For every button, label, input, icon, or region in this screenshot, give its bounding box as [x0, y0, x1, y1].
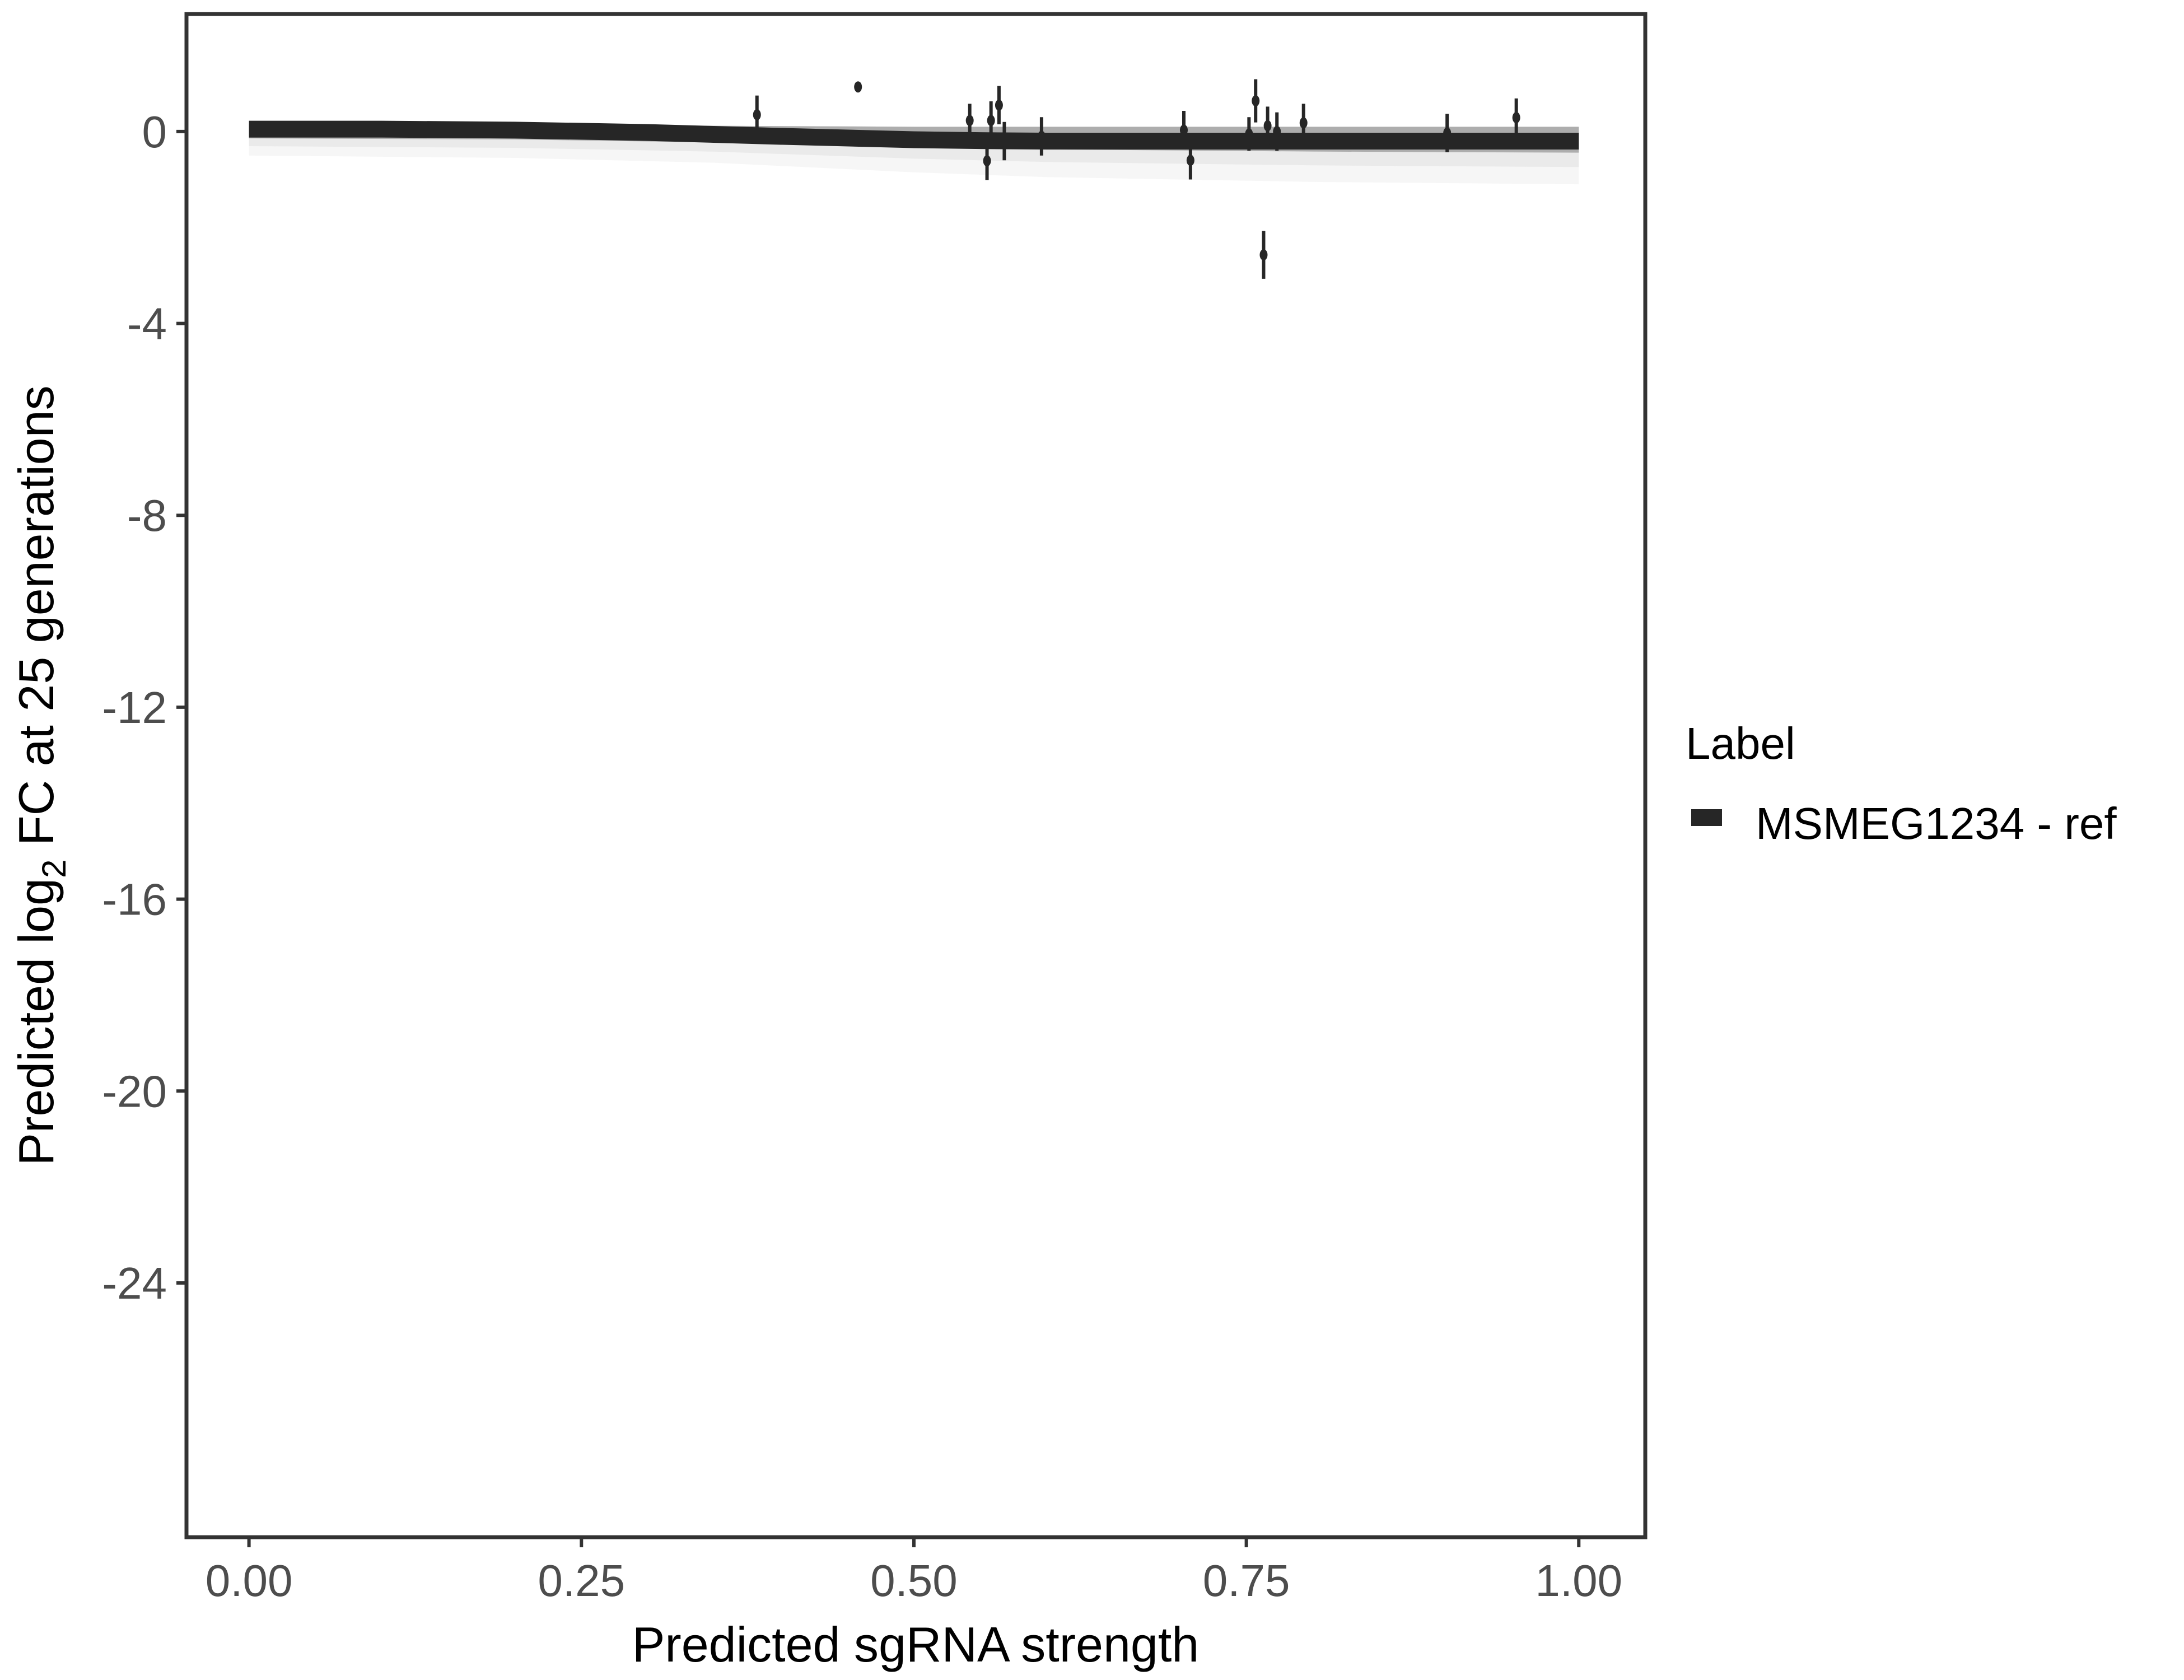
- legend-label: MSMEG1234 - ref: [1756, 799, 2117, 848]
- x-tick-label: 0.25: [538, 1556, 625, 1606]
- point-marker: [1000, 136, 1009, 147]
- x-axis-title: Predicted sgRNA strength: [632, 1617, 1200, 1672]
- fit-line: [249, 120, 1579, 150]
- point-marker: [1299, 117, 1308, 129]
- data-point: [1443, 114, 1452, 152]
- point-marker: [1512, 112, 1520, 124]
- fit-line-layer: [249, 120, 1579, 150]
- data-point: [1252, 79, 1260, 123]
- point-marker: [995, 99, 1003, 111]
- data-point: [753, 95, 761, 134]
- x-tick-label: 0.50: [870, 1556, 958, 1606]
- point-marker: [1245, 128, 1253, 140]
- legend-key: [1691, 809, 1722, 826]
- y-axis-title: Predicted log2 FC at 25 generations: [8, 385, 73, 1165]
- data-point: [965, 104, 974, 138]
- point-marker: [1273, 125, 1281, 137]
- point-marker: [1186, 155, 1194, 166]
- data-point: [1245, 117, 1253, 151]
- x-tick-label: 0.00: [206, 1556, 293, 1606]
- data-point: [1037, 117, 1046, 156]
- y-tick-label: -8: [127, 491, 167, 540]
- data-point: [1000, 122, 1009, 161]
- point-marker: [1252, 95, 1260, 107]
- data-point: [1263, 106, 1272, 145]
- y-axis: 0 -4 -8 -12 -16 -20 -24: [102, 107, 186, 1308]
- point-marker: [1259, 249, 1268, 261]
- data-point: [1512, 98, 1520, 137]
- y-tick-label: -20: [102, 1066, 167, 1116]
- point-marker: [987, 115, 995, 127]
- data-point: [983, 141, 991, 180]
- y-tick-label: -12: [102, 683, 167, 732]
- point-marker: [983, 155, 991, 167]
- points-layer: [753, 79, 1520, 279]
- x-axis: 0.00 0.25 0.50 0.75 1.00: [206, 1537, 1622, 1606]
- data-point: [987, 101, 995, 140]
- data-point: [1299, 104, 1308, 142]
- point-marker: [1263, 120, 1272, 132]
- y-tick-label: -16: [102, 875, 167, 925]
- x-tick-label: 0.75: [1203, 1556, 1290, 1606]
- panel-border: [184, 12, 1648, 1539]
- data-point: [1179, 111, 1188, 150]
- point-marker: [1443, 127, 1452, 139]
- data-point: [854, 81, 862, 93]
- y-tick-label: -24: [102, 1258, 167, 1308]
- point-marker: [965, 115, 974, 127]
- legend-title: Label: [1686, 718, 1795, 768]
- x-tick-label: 1.00: [1535, 1556, 1622, 1606]
- point-marker: [753, 109, 761, 120]
- y-tick-label: -4: [127, 299, 167, 349]
- point-marker: [1179, 124, 1188, 136]
- data-point: [1186, 141, 1194, 180]
- point-marker: [1037, 130, 1046, 142]
- data-point: [1273, 112, 1281, 151]
- y-tick-label: 0: [142, 107, 167, 157]
- data-point: [1259, 231, 1268, 279]
- point-marker: [854, 81, 862, 93]
- data-point: [995, 86, 1003, 125]
